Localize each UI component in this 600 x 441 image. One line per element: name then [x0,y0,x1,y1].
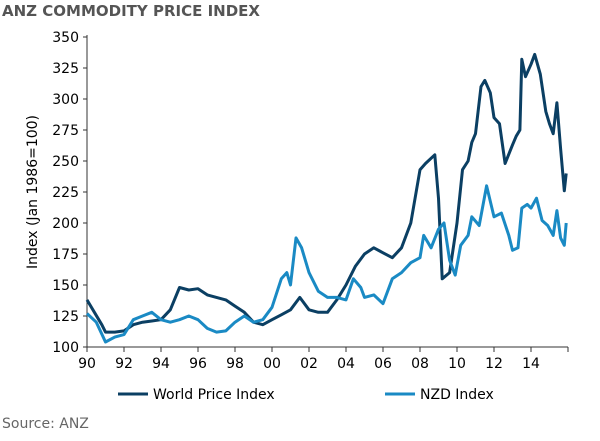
source-note: Source: ANZ [2,416,89,432]
x-tick-label: 96 [189,356,207,372]
y-tick-label: 275 [52,123,79,139]
series-line-world-price-index [85,52,568,334]
y-tick-label: 125 [52,309,79,325]
y-tick-label: 175 [52,247,79,263]
y-tick-label: 150 [52,278,79,294]
legend-label: NZD Index [420,387,494,403]
x-tick-label: 92 [115,356,133,372]
x-tick-label: 10 [448,356,466,372]
x-tick-label: 94 [152,356,170,372]
y-tick-label: 300 [52,92,79,108]
x-tick-label: 06 [374,356,392,372]
x-tick-label: 02 [300,356,318,372]
legend-label: World Price Index [153,387,275,403]
y-tick-label: 250 [52,154,79,170]
x-tick-label: 08 [411,356,429,372]
x-tick-label: 90 [78,356,96,372]
x-tick-label: 14 [522,356,540,372]
x-tick-label: 04 [337,356,355,372]
y-tick-label: 200 [52,216,79,232]
series-line-nzd-index [85,184,568,344]
y-tick-label: 350 [52,30,79,46]
chart-title: ANZ COMMODITY PRICE INDEX [2,2,260,20]
x-tick-label: 00 [263,356,281,372]
x-tick-label: 98 [226,356,244,372]
y-tick-label: 100 [52,340,79,356]
y-tick-label: 225 [52,185,79,201]
y-axis-label: Index (Jan 1986=100) [25,115,41,269]
y-tick-label: 325 [52,61,79,77]
x-tick-label: 12 [485,356,503,372]
